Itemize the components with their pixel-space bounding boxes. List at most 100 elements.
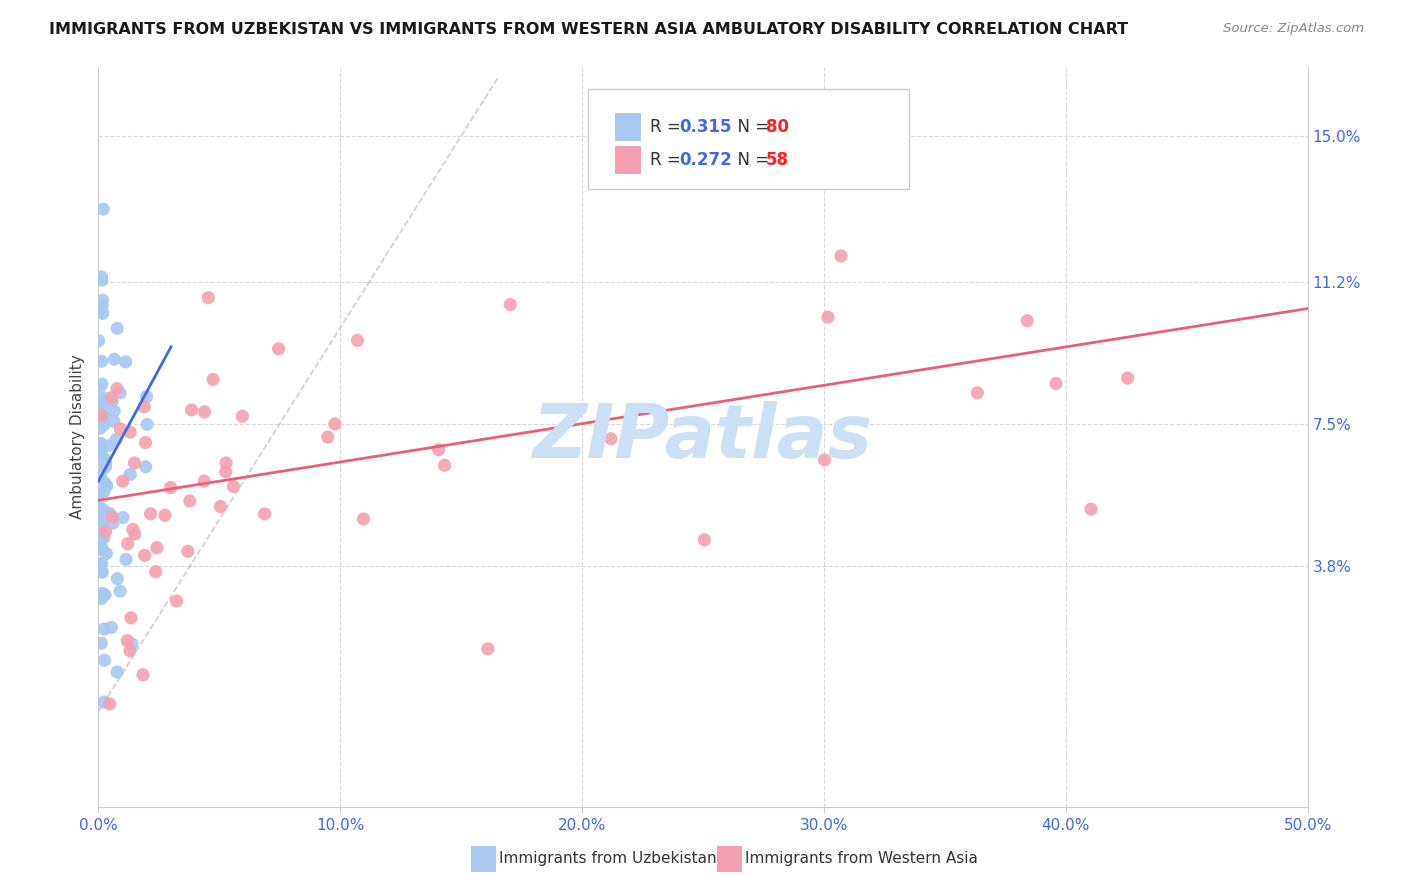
Point [101,394,124,409]
Point [94,457,117,471]
Point [98,507,121,521]
Point [91,541,114,556]
Point [90,354,112,368]
Point [90,377,112,392]
Text: IMMIGRANTS FROM UZBEKISTAN VS IMMIGRANTS FROM WESTERN ASIA AMBULATORY DISABILITY: IMMIGRANTS FROM UZBEKISTAN VS IMMIGRANTS… [49,22,1129,37]
Point [108,386,131,401]
Point [166,594,188,608]
Point [197,291,219,305]
Point [94,452,117,467]
Point [91,399,114,413]
Point [1017,314,1039,328]
Point [124,456,146,470]
Point [87,518,110,533]
Bar [614,146,641,174]
Point [101,509,124,524]
Text: N =: N = [727,151,775,169]
Bar [614,112,641,141]
Point [90,437,112,451]
Point [89,500,111,514]
Point [346,334,368,348]
Point [111,510,134,524]
Point [98,697,121,711]
Point [105,665,128,679]
Point [93,622,115,636]
Point [1080,502,1102,516]
Text: N =: N = [727,118,775,136]
Point [135,390,157,404]
Point [120,611,142,625]
Point [90,301,112,315]
FancyBboxPatch shape [588,89,908,189]
Point [121,523,143,537]
Point [134,435,156,450]
Point [124,527,146,541]
Text: R =: R = [650,151,686,169]
Text: Source: ZipAtlas.com: Source: ZipAtlas.com [1223,22,1364,36]
Point [91,586,114,600]
Point [94,511,117,525]
Point [93,653,115,667]
Point [87,334,110,348]
Point [93,513,115,527]
Point [89,421,111,435]
Point [180,403,202,417]
Point [215,465,238,479]
Point [91,566,114,580]
Point [87,528,110,542]
Point [179,494,201,508]
Point [193,405,215,419]
Point [253,507,276,521]
Point [118,644,141,658]
Text: R =: R = [650,118,686,136]
Point [139,507,162,521]
Point [499,297,522,311]
Point [120,425,142,439]
Text: 0.272: 0.272 [679,151,731,169]
Point [105,572,128,586]
Point [94,459,117,474]
Point [89,531,111,545]
Point [813,453,835,467]
Point [267,342,290,356]
Point [104,433,127,447]
Point [433,458,456,473]
Point [90,557,112,571]
Point [146,541,169,555]
Point [222,479,245,493]
Point [91,528,114,542]
Point [93,695,115,709]
Point [90,636,112,650]
Point [96,547,118,561]
Point [103,352,125,367]
Point [101,516,124,530]
Point [93,503,115,517]
Text: Immigrants from Western Asia: Immigrants from Western Asia [745,852,979,866]
Text: 0.315: 0.315 [679,118,731,136]
Point [132,668,155,682]
Point [90,409,112,423]
Point [91,298,114,312]
Point [93,417,115,432]
Point [115,633,138,648]
Text: ZIPatlas: ZIPatlas [533,401,873,474]
Point [94,392,117,406]
Point [90,564,112,578]
Point [177,544,200,558]
Point [103,404,125,418]
Point [90,273,112,287]
Point [120,467,142,482]
Point [91,392,114,407]
Point [830,249,852,263]
Point [209,500,232,514]
Point [111,474,134,488]
Point [94,524,117,539]
Point [90,405,112,419]
Text: 80: 80 [766,118,789,136]
Point [87,382,110,396]
Point [117,537,139,551]
Point [135,459,157,474]
Point [97,439,120,453]
Point [110,422,132,436]
Point [215,456,238,470]
